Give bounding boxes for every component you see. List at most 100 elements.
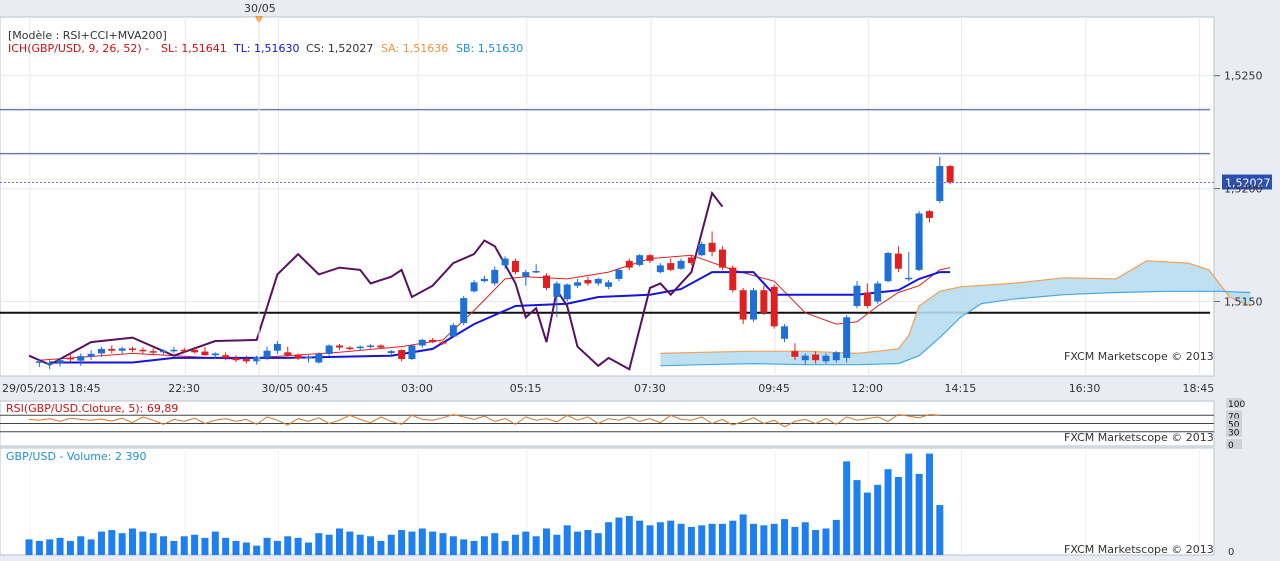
candle-body: [77, 356, 85, 361]
date-marker: 30/05: [244, 2, 276, 15]
rsi-level-tag: [1226, 418, 1242, 429]
price-panel-bg[interactable]: [0, 16, 1215, 377]
volume-bar: [563, 525, 571, 555]
volume-bar: [139, 531, 147, 555]
volume-bar: [925, 453, 933, 555]
volume-bar: [739, 514, 747, 555]
volume-bar: [894, 477, 902, 555]
candle-body: [543, 275, 550, 288]
volume-label: GBP/USD - Volume: 2 390: [6, 450, 146, 463]
candle-body: [501, 258, 509, 266]
candle-body: [812, 354, 820, 361]
candle-body: [449, 325, 457, 337]
candle-body: [718, 249, 726, 268]
candle-body: [563, 284, 571, 300]
candle-body: [46, 362, 54, 365]
candle-body: [66, 357, 74, 360]
candle-body: [387, 351, 395, 353]
candle-body: [511, 260, 519, 273]
volume-bar: [729, 520, 737, 555]
cs-label: CS: 1,52027: [306, 42, 373, 55]
candle-body: [429, 339, 437, 343]
candle-body: [408, 345, 416, 360]
volume-bar: [304, 542, 312, 555]
price-tick-label: 1,5150: [1224, 295, 1263, 308]
volume-bar: [149, 533, 157, 555]
candle-body: [822, 355, 830, 362]
candle-body: [97, 348, 105, 354]
volume-bar: [687, 526, 695, 555]
volume-bar: [35, 540, 43, 555]
volume-bar: [470, 540, 478, 555]
candle-body: [936, 166, 944, 202]
volume-bar: [408, 531, 416, 555]
candle-body: [863, 292, 871, 307]
volume-bar: [770, 523, 778, 555]
volume-bar: [325, 534, 333, 555]
candle-body: [336, 345, 343, 348]
senkou-span-a-line: [660, 260, 1251, 355]
candle-body: [832, 352, 840, 361]
volume-bar: [936, 505, 944, 555]
volume-bar: [232, 540, 240, 555]
horizontal-lines[interactable]: [0, 108, 1210, 314]
volume-bar: [398, 530, 406, 555]
candle-body: [263, 350, 271, 358]
candle-body: [149, 351, 157, 353]
candle-body: [884, 252, 892, 282]
candle-body: [698, 243, 706, 256]
rsi-level-label: 0: [1228, 441, 1234, 451]
volume-bar: [708, 523, 716, 555]
volume-bar: [25, 539, 33, 555]
candle-body: [605, 282, 613, 287]
candle-body: [284, 352, 292, 356]
volume-bar: [108, 530, 116, 555]
rsi-level-label: 50: [1228, 421, 1240, 431]
volume-bar: [222, 537, 230, 555]
candle-body: [770, 286, 778, 327]
rsi-label: RSI(GBP/USD.Cloture, 5): 69,89: [6, 402, 178, 415]
current-price-box: [1222, 174, 1272, 190]
candle-body: [398, 350, 406, 360]
candle-body: [491, 269, 499, 284]
time-tick-label: 03:00: [401, 382, 433, 395]
candle-body: [315, 353, 323, 363]
time-tick-label: 05:15: [510, 382, 542, 395]
candle-body: [667, 263, 675, 270]
volume-bar: [449, 536, 457, 555]
candle-body: [615, 269, 623, 279]
volume-bar: [750, 523, 757, 555]
candle-body: [687, 257, 695, 264]
candle-body: [594, 278, 602, 284]
candle-body: [522, 272, 530, 277]
candle-body: [894, 253, 902, 269]
candle-body: [191, 350, 199, 353]
volume-bar: [160, 536, 168, 555]
time-tick-label: 14:15: [945, 382, 977, 395]
candle-body: [273, 343, 281, 351]
candle-body: [304, 356, 312, 359]
volume-bar: [129, 528, 136, 555]
candle-body: [760, 290, 768, 313]
kumo-fill: [660, 260, 1251, 366]
volume-bar: [760, 525, 768, 555]
volume-bar: [594, 533, 602, 555]
watermark-price: FXCM Marketscope © 2013: [1064, 350, 1214, 363]
volume-bar: [905, 453, 913, 555]
candle-body: [56, 360, 64, 363]
candle-body: [35, 361, 43, 363]
rsi-line: [28, 413, 940, 428]
time-tick-label: 22:30: [168, 382, 200, 395]
candle-body: [925, 211, 933, 218]
time-tick-label: 07:30: [634, 382, 666, 395]
volume-bar: [511, 534, 519, 555]
time-axis-strip: [0, 378, 1214, 400]
volume-bar: [822, 528, 830, 555]
sl-label: SL: 1,51641: [161, 42, 227, 55]
volume-bar: [263, 537, 271, 555]
volume-bar: [336, 528, 343, 555]
volume-bar: [843, 461, 851, 555]
watermark-rsi: FXCM Marketscope © 2013: [1064, 431, 1214, 444]
